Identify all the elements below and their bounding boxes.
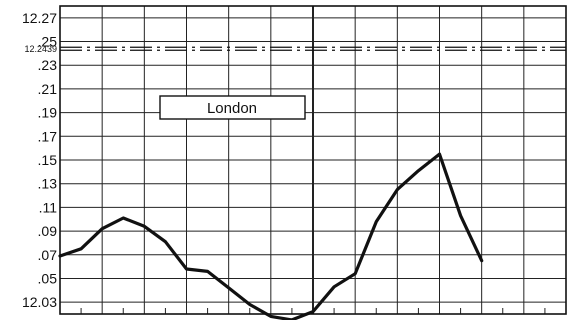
- y-tick-label: .15: [38, 152, 58, 168]
- y-tick-label-reference: 12.2439: [24, 44, 57, 54]
- y-tick-label: .17: [38, 128, 58, 144]
- legend-label-london: London: [207, 100, 257, 117]
- y-tick-label: .13: [38, 176, 58, 192]
- legend: London: [159, 95, 306, 120]
- y-tick-label: .07: [38, 247, 58, 263]
- grid-lines: [60, 6, 566, 314]
- y-tick-label: .09: [38, 223, 58, 239]
- plot-frame: [59, 5, 567, 315]
- y-tick-label: 12.03: [22, 294, 57, 310]
- y-tick-label: .11: [39, 199, 58, 215]
- y-tick-label: .25: [38, 34, 58, 50]
- y-tick-label: .19: [38, 105, 58, 121]
- y-tick-label: 12.27: [22, 10, 57, 26]
- y-tick-label: .21: [38, 81, 58, 97]
- y-tick-label: .05: [38, 270, 58, 286]
- y-tick-label: .23: [38, 57, 58, 73]
- reference-line-group: [60, 46, 566, 51]
- legend-box: [159, 95, 306, 120]
